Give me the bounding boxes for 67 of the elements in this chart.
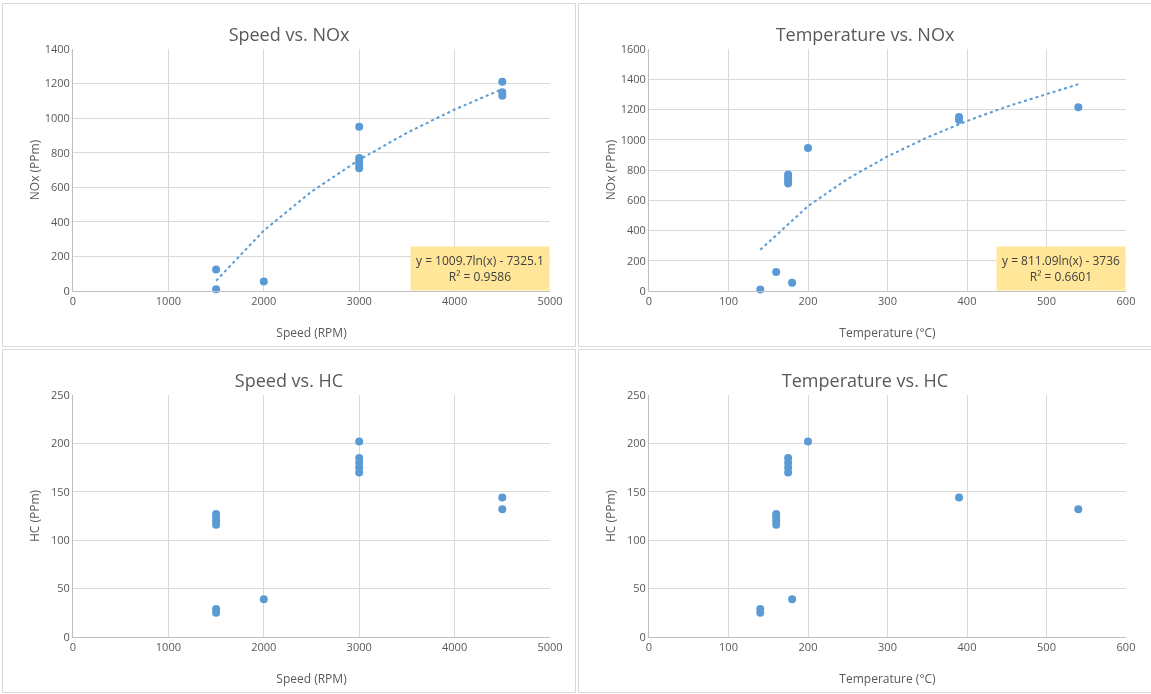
y-tick-label: 1400 <box>44 40 70 56</box>
y-tick-label: 150 <box>50 483 70 499</box>
y-tick-label: 50 <box>57 580 70 596</box>
x-tick-label: 4000 <box>442 639 468 655</box>
x-tick-label: 4000 <box>442 293 468 309</box>
x-tick-label: 5000 <box>537 293 563 309</box>
y-tick-label: 150 <box>626 483 646 499</box>
x-tick-label: 2000 <box>251 293 277 309</box>
y-tick-label: 50 <box>633 580 646 596</box>
y-tick-label: 0 <box>63 282 70 298</box>
x-tick-label: 1000 <box>155 293 181 309</box>
chart-title: Temperature vs. NOx <box>775 21 955 46</box>
y-tick-label: 250 <box>50 386 70 402</box>
y-tick-label: 200 <box>50 248 70 264</box>
y-tick-label: 0 <box>63 628 70 644</box>
y-tick-label: 1200 <box>620 101 646 117</box>
x-tick-label: 300 <box>878 293 897 309</box>
x-tick-label: 300 <box>878 639 897 655</box>
chart-title: Speed vs. NOx <box>228 21 350 46</box>
y-tick-label: 200 <box>626 435 646 451</box>
x-tick-label: 500 <box>1037 293 1056 309</box>
annotation: R² = 0.9586 <box>448 267 512 285</box>
chart-title: Speed vs. HC <box>234 367 344 392</box>
annotation: R² = 0.6601 <box>1029 267 1092 285</box>
x-axis-title: Temperature (°C) <box>839 670 937 687</box>
x-tick-label: 5000 <box>537 639 563 655</box>
y-tick-label: 800 <box>50 144 70 160</box>
x-tick-label: 100 <box>719 639 738 655</box>
y-tick-label: 600 <box>50 179 70 195</box>
x-tick-label: 3000 <box>346 639 372 655</box>
y-tick-label: 0 <box>639 628 646 644</box>
y-axis-title: HC (PPm) <box>602 489 619 543</box>
y-axis-title: HC (PPm) <box>26 489 43 543</box>
x-axis-title: Speed (RPM) <box>276 324 348 341</box>
y-axis-title: NOx (PPm) <box>601 139 619 201</box>
y-tick-label: 250 <box>626 386 646 402</box>
y-tick-label: 0 <box>639 282 646 298</box>
annotation: y = 811.09ln(x) - 3736 <box>1002 252 1120 269</box>
y-tick-label: 1200 <box>44 75 70 91</box>
x-tick-label: 1000 <box>155 639 181 655</box>
x-tick-label: 400 <box>957 293 977 309</box>
x-tick-label: 600 <box>1116 293 1136 309</box>
x-axis-title: Temperature (°C) <box>839 324 937 341</box>
x-tick-label: 600 <box>1116 639 1136 655</box>
y-tick-label: 1400 <box>620 71 646 87</box>
y-tick-label: 1600 <box>620 40 646 56</box>
y-tick-label: 400 <box>50 213 70 229</box>
y-tick-label: 600 <box>626 192 646 208</box>
y-axis-title: NOx (PPm) <box>26 139 43 201</box>
x-tick-label: 200 <box>798 639 818 655</box>
y-tick-label: 200 <box>626 252 646 268</box>
y-tick-label: 400 <box>626 222 646 238</box>
x-tick-label: 100 <box>719 293 738 309</box>
x-tick-label: 200 <box>798 293 818 309</box>
y-tick-label: 100 <box>626 532 646 548</box>
x-axis-title: Speed (RPM) <box>276 670 348 687</box>
annotation: y = 1009.7ln(x) - 7325.1 <box>416 252 544 269</box>
x-tick-label: 400 <box>957 639 977 655</box>
y-tick-label: 1000 <box>44 109 70 125</box>
x-tick-label: 2000 <box>251 639 277 655</box>
x-tick-label: 500 <box>1037 639 1056 655</box>
x-tick-label: 3000 <box>346 293 372 309</box>
y-tick-label: 1000 <box>620 131 646 147</box>
y-tick-label: 100 <box>50 532 70 548</box>
chart-title: Temperature vs. HC <box>781 367 949 392</box>
y-tick-label: 200 <box>50 435 70 451</box>
y-tick-label: 800 <box>626 161 646 177</box>
